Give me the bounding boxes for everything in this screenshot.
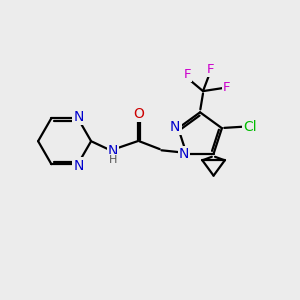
Text: N: N xyxy=(179,147,189,161)
Text: F: F xyxy=(183,68,191,81)
Text: N: N xyxy=(73,110,84,124)
Text: Cl: Cl xyxy=(243,120,257,134)
Text: O: O xyxy=(133,107,144,122)
Text: N: N xyxy=(73,159,84,172)
Text: N: N xyxy=(108,145,119,158)
Text: N: N xyxy=(170,120,181,134)
Text: H: H xyxy=(109,155,117,165)
Text: F: F xyxy=(223,81,231,94)
Text: F: F xyxy=(206,63,214,76)
